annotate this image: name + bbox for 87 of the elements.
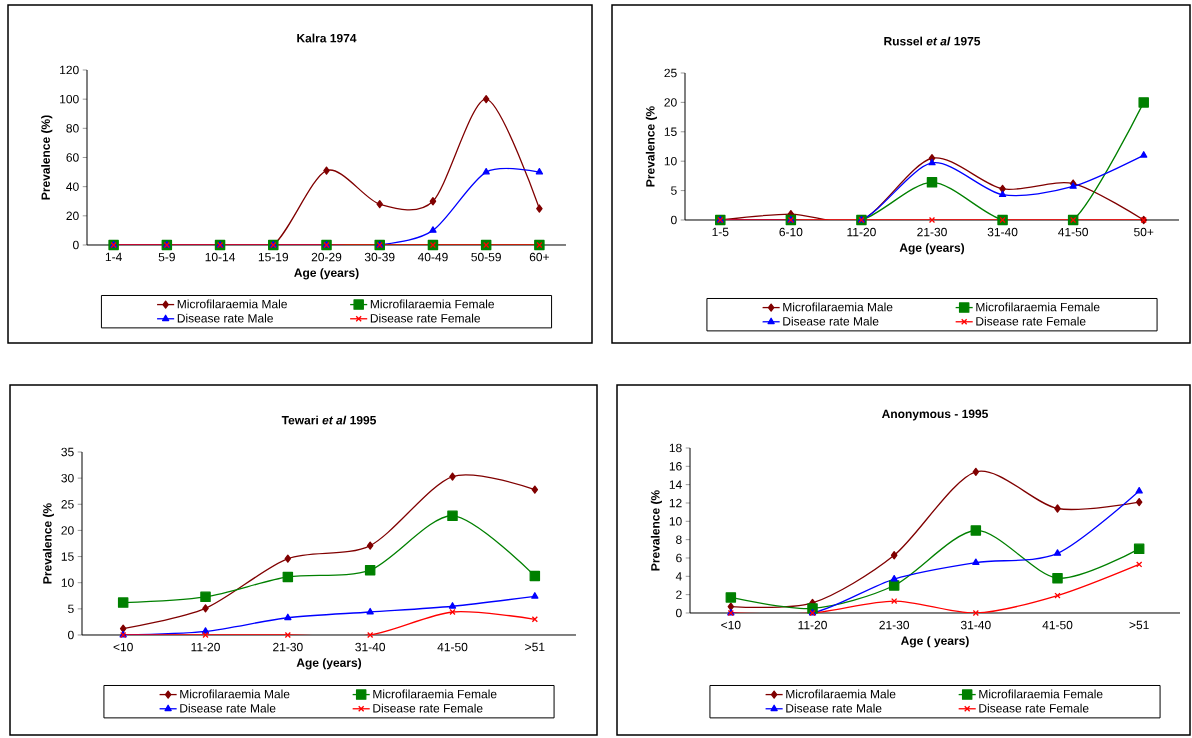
x-tick-label: 11-20 — [847, 227, 876, 237]
x-tick-label: 41-50 — [437, 642, 468, 652]
x-tick-label: 31-40 — [987, 227, 1018, 237]
y-axis-title: Prevalence (%) — [41, 115, 53, 200]
x-tick-label: 10-14 — [205, 252, 236, 262]
x-axis-title: Age (years) — [899, 243, 965, 255]
y-tick-label: 10 — [664, 156, 677, 166]
y-tick-label: 30 — [61, 473, 74, 483]
x-tick-label: >51 — [525, 642, 545, 652]
legend-label: Disease rate Female — [976, 316, 1086, 326]
x-tick-label: 20-29 — [311, 252, 342, 262]
x-tick-label: 21-30 — [273, 642, 303, 652]
chart-title: Kalra 1974 — [297, 33, 357, 43]
x-axis-title: Age (years) — [294, 268, 359, 280]
y-tick-label: 60 — [66, 153, 79, 162]
x-axis-title: Age (years) — [296, 658, 362, 670]
y-tick-label: 8 — [676, 535, 682, 544]
x-tick-label: >51 — [1129, 620, 1149, 630]
legend-label: Microfilaraemia Female — [979, 689, 1103, 699]
legend-label: Disease rate Male — [786, 703, 882, 713]
x-tick-label: 1-4 — [105, 252, 122, 262]
legend-label: Microfilaraemia Male — [180, 689, 290, 699]
y-tick-label: 0 — [671, 215, 677, 225]
y-tick-label: 16 — [669, 462, 682, 471]
chart-title: Anonymous - 1995 — [881, 409, 988, 421]
chart-title: Russel et al 1975 — [884, 36, 981, 46]
legend-label: Disease rate Male — [783, 316, 879, 326]
x-tick-label: 5-9 — [158, 252, 175, 262]
x-tick-label: 31-40 — [355, 642, 386, 652]
x-tick-label: 60+ — [529, 252, 549, 262]
x-tick-label: 31-40 — [960, 620, 991, 630]
x-tick-label: 40-49 — [417, 252, 448, 262]
legend-label: Microfilaraemia Female — [373, 689, 497, 699]
x-tick-label: 1-5 — [712, 227, 729, 237]
y-axis-title: Prevalence (% — [42, 503, 54, 584]
x-tick-label: 6-10 — [779, 227, 803, 237]
y-tick-label: 20 — [61, 526, 74, 535]
x-tick-label: 21-30 — [917, 227, 947, 237]
legend-label: Disease rate Female — [370, 313, 481, 323]
y-tick-label: 20 — [664, 98, 677, 107]
y-tick-label: 10 — [669, 517, 682, 526]
legend-label: Disease rate Female — [373, 703, 483, 713]
y-tick-label: 5 — [671, 186, 677, 195]
chart-title: Tewari et al 1995 — [281, 415, 377, 425]
y-axis-title: Prevalence (% — [650, 490, 662, 571]
y-axis-title: Prevalence (% — [645, 106, 657, 187]
y-tick-label: 25 — [664, 68, 677, 78]
y-tick-label: 14 — [669, 480, 682, 489]
legend-label: Microfilaraemia Male — [786, 689, 896, 699]
legend-label: Disease rate Male — [180, 703, 276, 713]
legend-label: Disease rate Male — [177, 313, 273, 323]
y-tick-label: 5 — [68, 604, 74, 614]
y-tick-label: 10 — [61, 578, 74, 587]
y-tick-label: 120 — [60, 65, 79, 75]
y-tick-label: 12 — [669, 498, 682, 508]
y-tick-label: 80 — [66, 124, 79, 133]
x-tick-label: 41-50 — [1042, 620, 1073, 630]
y-tick-label: 15 — [664, 127, 677, 136]
legend-label: Disease rate Female — [979, 703, 1089, 713]
x-tick-label: 11-20 — [798, 620, 827, 630]
x-axis-title: Age ( years) — [900, 636, 969, 648]
y-tick-label: 0 — [676, 608, 682, 618]
y-tick-label: 0 — [73, 240, 79, 250]
x-tick-label: 50+ — [1134, 227, 1154, 237]
y-tick-label: 40 — [66, 182, 79, 191]
legend-label: Microfilaraemia Male — [177, 299, 287, 309]
y-tick-label: 100 — [60, 94, 79, 104]
x-tick-label: 15-19 — [258, 252, 289, 262]
x-tick-label: 50-59 — [471, 252, 501, 262]
x-tick-label: <10 — [113, 642, 133, 652]
y-tick-label: 0 — [68, 630, 74, 640]
x-tick-label: <10 — [721, 620, 741, 630]
y-tick-label: 20 — [66, 211, 79, 221]
x-tick-label: 41-50 — [1058, 227, 1089, 237]
y-tick-label: 4 — [675, 572, 682, 581]
x-tick-label: 21-30 — [879, 620, 910, 630]
y-tick-label: 15 — [61, 552, 74, 561]
y-tick-label: 25 — [61, 500, 74, 509]
x-tick-label: 11-20 — [191, 642, 220, 652]
y-tick-label: 6 — [676, 553, 682, 563]
legend-label: Microfilaraemia Female — [370, 299, 494, 309]
y-tick-label: 18 — [669, 443, 682, 453]
legend-label: Microfilaraemia Female — [976, 302, 1100, 312]
y-tick-label: 2 — [676, 590, 682, 599]
legend-label: Microfilaraemia Male — [783, 302, 893, 312]
x-tick-label: 30-39 — [364, 252, 395, 262]
y-tick-label: 35 — [61, 447, 74, 457]
